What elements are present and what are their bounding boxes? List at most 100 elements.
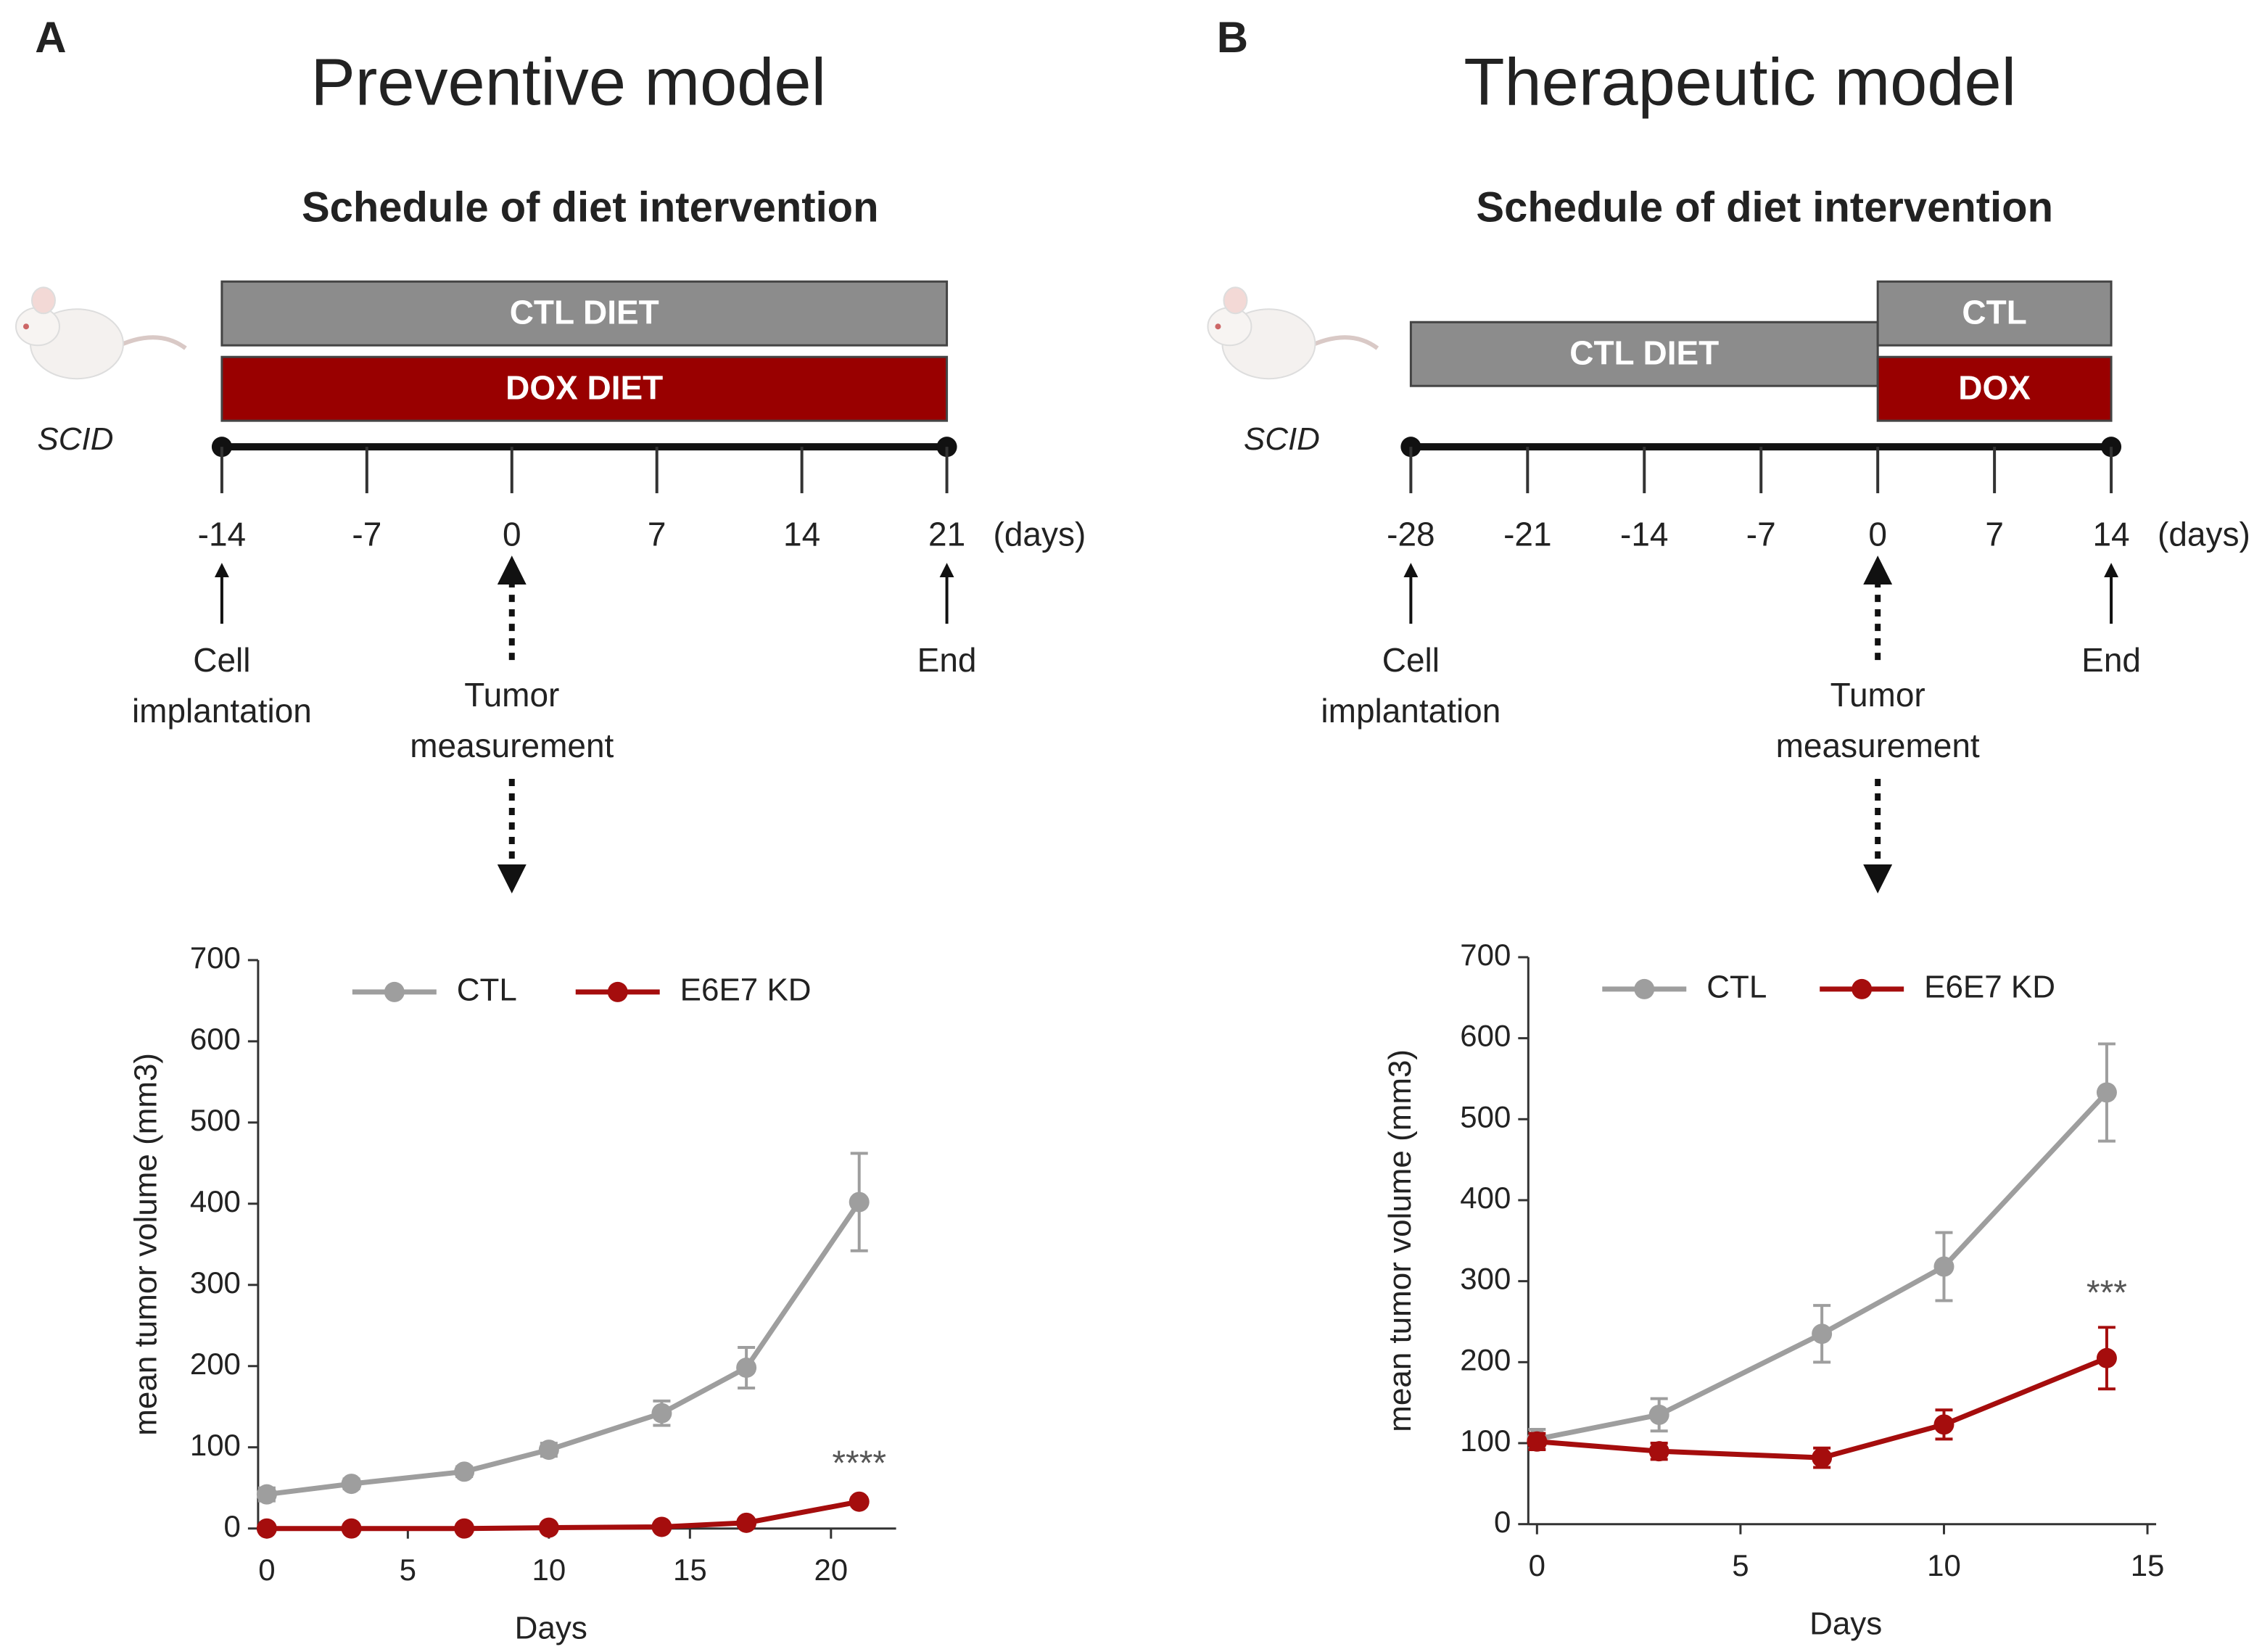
legend-marker <box>384 981 405 1002</box>
strain-label: SCID <box>1244 421 1320 457</box>
y-axis-label: mean tumor volume (mm3) <box>1382 1049 1418 1432</box>
data-point <box>454 1461 475 1482</box>
timeline-tick-label: 7 <box>648 515 666 553</box>
data-point <box>651 1516 672 1537</box>
timeline-tick-label: 0 <box>503 515 521 553</box>
x-tick-label: 5 <box>1732 1548 1749 1582</box>
data-point <box>1648 1441 1669 1462</box>
diet-bar-label: CTL DIET <box>1569 334 1719 371</box>
data-point <box>736 1512 757 1533</box>
timeline-tick-label: 21 <box>928 515 965 553</box>
event-label: measurement <box>1776 727 1980 764</box>
x-tick-label: 15 <box>2131 1548 2165 1582</box>
y-tick-label: 400 <box>1460 1181 1511 1215</box>
data-point <box>849 1491 870 1512</box>
event-label: End <box>917 641 977 679</box>
panel-label: B <box>1217 13 1248 62</box>
legend-marker <box>1852 978 1873 999</box>
panel-label: A <box>35 13 66 62</box>
event-label: implantation <box>132 692 312 730</box>
event-label: Cell <box>1382 641 1440 679</box>
diet-bar-label: DOX DIET <box>505 368 663 406</box>
data-point <box>2096 1347 2117 1368</box>
data-point <box>849 1191 870 1213</box>
event-label: implantation <box>1321 692 1501 730</box>
data-point <box>341 1518 362 1539</box>
panel-title: Preventive model <box>310 46 826 120</box>
timeline-unit: (days) <box>994 515 1086 553</box>
significance-label: *** <box>2086 1274 2127 1313</box>
schedule-title: Schedule of diet intervention <box>1476 185 2053 231</box>
timeline-tick-label: -14 <box>1620 515 1668 553</box>
timeline-tick-label: 0 <box>1868 515 1887 553</box>
y-tick-label: 500 <box>190 1103 241 1137</box>
legend-label: CTL <box>457 972 517 1008</box>
y-tick-label: 200 <box>1460 1342 1511 1376</box>
series-line <box>1537 1355 2108 1461</box>
timeline-tick-label: -28 <box>1387 515 1435 553</box>
event-label: Tumor <box>1830 676 1925 714</box>
data-point <box>256 1484 277 1505</box>
data-point <box>1933 1414 1955 1435</box>
x-tick-label: 5 <box>400 1553 416 1587</box>
y-tick-label: 0 <box>1494 1505 1511 1539</box>
data-point <box>538 1440 559 1461</box>
x-tick-label: 10 <box>532 1553 566 1587</box>
x-tick-label: 10 <box>1927 1548 1961 1582</box>
data-point <box>341 1474 362 1495</box>
legend-marker <box>1634 978 1655 999</box>
data-point <box>1812 1323 1833 1345</box>
diet-bar <box>1409 321 1879 387</box>
y-tick-label: 500 <box>1460 1099 1511 1133</box>
data-point <box>538 1517 559 1538</box>
x-tick-label: 0 <box>258 1553 275 1587</box>
x-axis-label: Days <box>515 1610 587 1645</box>
legend-label: CTL <box>1706 970 1767 1005</box>
timeline-tick-label: -14 <box>198 515 246 553</box>
timeline-tick-label: 7 <box>1985 515 2004 553</box>
y-tick-label: 400 <box>190 1184 241 1218</box>
y-tick-label: 100 <box>190 1428 241 1462</box>
diet-bar-label: CTL <box>1962 293 2026 331</box>
x-tick-label: 15 <box>673 1553 707 1587</box>
diet-bar <box>1876 280 2113 347</box>
data-point <box>736 1358 757 1378</box>
data-point <box>256 1518 277 1539</box>
diet-bar-label: CTL DIET <box>510 293 659 331</box>
x-tick-label: 0 <box>1529 1548 1545 1582</box>
data-point <box>1527 1431 1548 1452</box>
mouse-icon <box>1207 286 1379 380</box>
timeline-unit: (days) <box>2158 515 2250 553</box>
x-axis-label: Days <box>1809 1606 1882 1641</box>
series-line <box>1536 1091 2109 1442</box>
timeline-tick-label: 14 <box>783 515 820 553</box>
y-tick-label: 700 <box>190 941 241 975</box>
legend-label: E6E7 KD <box>680 972 812 1008</box>
timeline-tick-label: -21 <box>1503 515 1551 553</box>
y-tick-label: 300 <box>190 1265 241 1300</box>
event-label: End <box>2081 641 2141 679</box>
diet-bar <box>1876 355 2113 422</box>
mouse-icon <box>15 286 187 380</box>
data-point <box>1648 1404 1669 1425</box>
series-line <box>266 1200 862 1498</box>
data-point <box>454 1518 475 1539</box>
legend-marker <box>607 981 628 1002</box>
panel-title: Therapeutic model <box>1464 46 2016 120</box>
y-tick-label: 200 <box>190 1347 241 1381</box>
event-label: measurement <box>410 727 614 764</box>
data-point <box>1812 1447 1833 1469</box>
y-tick-label: 100 <box>1460 1424 1511 1458</box>
diet-bar <box>220 280 949 347</box>
data-point <box>651 1403 672 1424</box>
timeline-tick-label: -7 <box>1746 515 1776 553</box>
y-tick-label: 600 <box>190 1022 241 1056</box>
timeline-tick-label: -7 <box>352 515 381 553</box>
event-label: Cell <box>193 641 250 679</box>
data-point <box>1933 1256 1955 1277</box>
diet-bar-label: DOX <box>1958 368 2031 406</box>
x-tick-label: 20 <box>814 1553 848 1587</box>
strain-label: SCID <box>37 421 113 457</box>
y-tick-label: 0 <box>224 1509 241 1543</box>
